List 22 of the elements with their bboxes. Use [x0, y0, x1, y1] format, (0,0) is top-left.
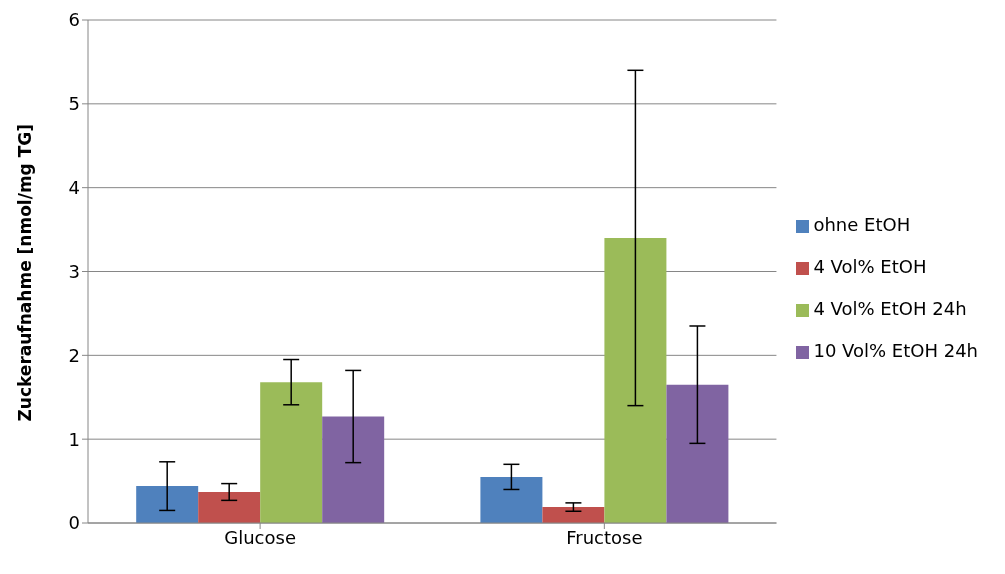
y-tick-label: 0: [68, 512, 80, 534]
legend-label: 4 Vol% EtOH 24h: [813, 298, 967, 319]
y-tick-label: 4: [68, 177, 80, 199]
legend-label: 4 Vol% EtOH: [813, 256, 927, 277]
y-tick-label: 5: [68, 93, 80, 115]
x-tick-label: Fructose: [566, 526, 643, 548]
bar: [260, 382, 323, 523]
legend-label: ohne EtOH: [813, 214, 911, 235]
x-tick-label: Glucose: [224, 526, 296, 548]
bar: [666, 384, 729, 523]
bar: [604, 237, 667, 523]
bar: [198, 491, 261, 523]
bar: [542, 507, 605, 523]
bar: [136, 486, 199, 523]
y-tick-label: 3: [68, 260, 80, 282]
bar: [322, 416, 385, 523]
y-tick-label: 6: [68, 9, 80, 31]
y-tick-label: 2: [68, 344, 80, 366]
y-axis-title: Zuckeraufnahme [nmol/mg TG]: [15, 124, 36, 422]
bar: [480, 476, 543, 523]
y-tick-label: 1: [68, 428, 80, 450]
legend-label: 10 Vol% EtOH 24h: [813, 340, 978, 361]
